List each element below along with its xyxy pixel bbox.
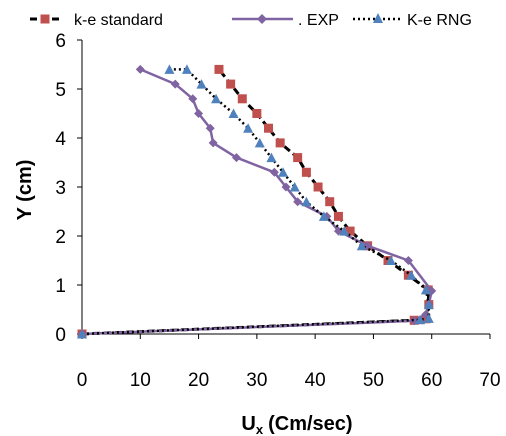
y-tick-label: 0	[55, 325, 66, 346]
x-tick-label: 10	[130, 370, 151, 391]
legend-marker-ke-rng	[373, 13, 383, 23]
data-point-ke-rng	[318, 211, 329, 221]
x-tick-label: 60	[421, 370, 442, 391]
data-point-ke-rng	[228, 108, 239, 118]
legend-marker-ke-standard	[40, 14, 50, 24]
y-ticks: 0 1 2 3 4 5 6	[55, 31, 82, 346]
y-tick-label: 6	[55, 31, 66, 52]
data-point-exp	[205, 123, 215, 133]
data-point-ke-rng	[164, 64, 175, 74]
data-point-ke-standard	[313, 182, 323, 192]
data-point-ke-standard	[275, 138, 285, 148]
legend: k-e standard . EXP K-e RNG	[30, 12, 472, 29]
x-tick-label: 40	[305, 370, 326, 391]
series-ke-standard	[77, 64, 434, 339]
x-tick-label: 50	[363, 370, 384, 391]
y-tick-label: 5	[55, 80, 66, 101]
series-exp	[77, 64, 437, 339]
x-tick-label: 20	[188, 370, 209, 391]
data-point-ke-rng	[289, 182, 300, 192]
data-point-exp	[208, 138, 218, 148]
data-point-exp	[403, 256, 413, 265]
data-point-exp	[170, 79, 180, 89]
y-tick-label: 1	[55, 276, 66, 297]
data-point-ke-standard	[214, 64, 224, 74]
data-point-ke-standard	[237, 94, 247, 104]
data-point-ke-rng	[266, 152, 277, 163]
data-point-ke-rng	[423, 313, 434, 323]
x-ticks: 0 10 20 30 40 50 60 70	[77, 334, 501, 391]
legend-label-ke-standard: k-e standard	[74, 12, 163, 29]
legend-label-ke-rng: K-e RNG	[407, 12, 472, 29]
data-point-exp	[135, 64, 145, 74]
data-point-ke-standard	[403, 270, 413, 280]
data-point-ke-rng	[243, 123, 254, 133]
data-point-exp	[269, 167, 279, 177]
data-point-exp	[293, 197, 303, 207]
data-point-ke-rng	[420, 284, 431, 295]
data-point-ke-standard	[325, 197, 335, 207]
y-axis-title: Y (cm)	[14, 160, 36, 221]
y-tick-label: 3	[55, 178, 66, 199]
data-point-exp	[281, 182, 291, 192]
data-point-ke-standard	[252, 109, 262, 118]
data-point-ke-standard	[333, 211, 343, 221]
x-axis-title-sub: x	[256, 422, 264, 436]
data-point-exp	[231, 153, 241, 163]
data-point-ke-standard	[293, 153, 303, 163]
data-point-ke-rng	[181, 64, 192, 74]
x-axis-title-unit: (Cm/sec)	[268, 413, 352, 435]
y-tick-label: 2	[55, 227, 66, 248]
legend-item-ke-rng: K-e RNG	[353, 12, 472, 29]
data-point-ke-rng	[254, 137, 265, 148]
x-axis-title-main: U	[241, 413, 255, 435]
data-point-ke-rng	[211, 93, 222, 104]
data-point-ke-rng	[423, 299, 434, 310]
data-point-exp	[194, 109, 204, 118]
data-point-ke-rng	[339, 226, 350, 236]
data-point-ke-standard	[345, 226, 355, 236]
series-ke-rng	[77, 64, 434, 339]
data-point-ke-standard	[301, 167, 311, 177]
data-point-ke-rng	[406, 270, 417, 280]
legend-label-exp: . EXP	[298, 12, 339, 29]
data-point-ke-rng	[301, 196, 312, 207]
data-point-exp	[188, 94, 198, 104]
x-tick-label: 70	[479, 370, 500, 391]
legend-item-exp: . EXP	[232, 12, 339, 29]
y-tick-label: 4	[55, 129, 66, 150]
plot-area: 0 10 20 30 40 50 60 70 0 1 2 3 4 5 6	[55, 31, 500, 391]
data-point-ke-rng	[415, 314, 426, 325]
data-point-ke-rng	[356, 240, 367, 251]
data-point-ke-standard	[226, 79, 236, 89]
series-layer	[77, 64, 437, 339]
data-point-ke-standard	[264, 123, 274, 133]
data-point-ke-standard	[383, 256, 393, 265]
legend-item-ke-standard: k-e standard	[30, 12, 163, 29]
data-point-ke-rng	[278, 167, 289, 177]
data-point-ke-rng	[77, 329, 87, 339]
data-point-ke-rng	[385, 255, 396, 265]
x-axis-title: Ux (Cm/sec)	[241, 413, 352, 436]
data-point-ke-rng	[196, 79, 207, 89]
x-tick-label: 30	[246, 370, 267, 391]
x-tick-label: 0	[77, 370, 88, 391]
legend-marker-exp	[257, 14, 267, 24]
